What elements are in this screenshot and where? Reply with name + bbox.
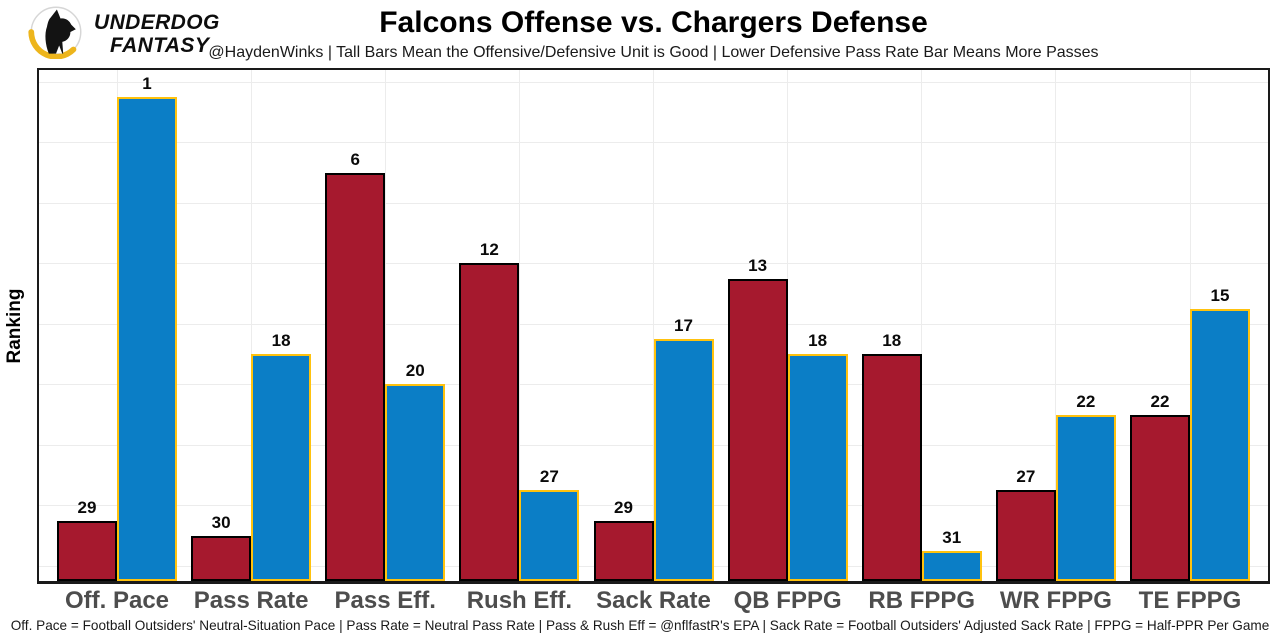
- bar-falcons-offense: [861, 354, 922, 581]
- bar-chargers-defense: [385, 384, 446, 581]
- bar-value-label: 22: [1076, 391, 1096, 411]
- bar-value-label: 12: [479, 240, 499, 260]
- bar-chargers-defense: [251, 354, 312, 581]
- x-axis-category-label: Pass Rate: [193, 587, 309, 614]
- bar-value-label: 29: [77, 497, 97, 517]
- underdog-fantasy-logo-icon: [28, 6, 82, 59]
- bar-chargers-defense: [653, 339, 714, 581]
- x-axis-category-label: Off. Pace: [64, 587, 170, 614]
- gridline-vertical: [921, 70, 923, 581]
- bar-value-label: 18: [808, 331, 828, 351]
- bar-value-label: 1: [142, 74, 152, 93]
- bar-chargers-defense: [921, 550, 982, 581]
- bar-chargers-defense: [1055, 414, 1116, 581]
- bar-value-label: 30: [211, 512, 231, 532]
- y-axis-label: Ranking: [4, 288, 25, 364]
- bar-falcons-offense: [727, 278, 788, 581]
- bar-chargers-defense: [519, 490, 580, 581]
- x-axis-category-label: Rush Eff.: [466, 587, 573, 614]
- x-axis-category-label: RB FPPG: [868, 587, 976, 614]
- gridline-vertical: [384, 70, 386, 581]
- gridline-vertical: [653, 70, 654, 581]
- bar-chargers-defense: [117, 97, 177, 581]
- brand-line2: FANTASY: [110, 34, 210, 57]
- plot-area: 29 1 30 18 6 20 12 27 29 17 13 18 18 31 27 22 22 15: [37, 68, 1270, 584]
- bar-falcons-offense: [57, 520, 117, 581]
- brand-wordmark: UNDERDOG FANTASY: [94, 11, 220, 57]
- bar-chargers-defense: [1190, 308, 1250, 581]
- bar-value-label: 13: [748, 255, 768, 275]
- gridline-vertical: [250, 70, 252, 581]
- bar-value-label: 17: [674, 316, 693, 335]
- bar-value-label: 18: [882, 331, 902, 351]
- bar-falcons-offense: [593, 520, 654, 581]
- bar-value-label: 22: [1150, 391, 1170, 411]
- gridline-vertical: [787, 70, 789, 581]
- bar-falcons-offense: [191, 535, 252, 581]
- bar-falcons-offense: [325, 172, 386, 581]
- bar-value-label: 29: [614, 497, 633, 517]
- gridline-vertical: [1055, 70, 1057, 581]
- footer-note: Off. Pace = Football Outsiders' Neutral-…: [10, 618, 1270, 633]
- x-axis-category-label: Pass Eff.: [334, 587, 436, 614]
- brand-line1: UNDERDOG: [94, 11, 220, 34]
- bar-falcons-offense: [459, 263, 520, 581]
- bar-falcons-offense: [1130, 414, 1190, 581]
- plot-inner: 29 1 30 18 6 20 12 27 29 17 13 18 18 31 27 22 22 15: [39, 70, 1268, 581]
- bar-value-label: 31: [942, 527, 962, 547]
- bar-value-label: 27: [539, 467, 559, 487]
- bar-falcons-offense: [995, 490, 1056, 581]
- x-axis-category-label: Sack Rate: [596, 587, 711, 614]
- bar-value-label: 18: [271, 331, 291, 351]
- bar-chargers-defense: [787, 354, 848, 581]
- bar-value-label: 20: [405, 361, 425, 381]
- chart-subtitle: @HaydenWinks | Tall Bars Mean the Offens…: [208, 44, 1099, 61]
- x-axis-category-label: TE FPPG: [1138, 587, 1242, 614]
- gridline-vertical: [518, 70, 520, 581]
- bar-value-label: 15: [1210, 285, 1230, 305]
- bar-value-label: 27: [1016, 467, 1036, 487]
- x-axis-category-label: QB FPPG: [733, 587, 842, 614]
- bar-value-label: 6: [350, 149, 360, 169]
- x-axis-category-label: WR FPPG: [999, 587, 1112, 614]
- chart-title: Falcons Offense vs. Chargers Defense: [379, 6, 928, 39]
